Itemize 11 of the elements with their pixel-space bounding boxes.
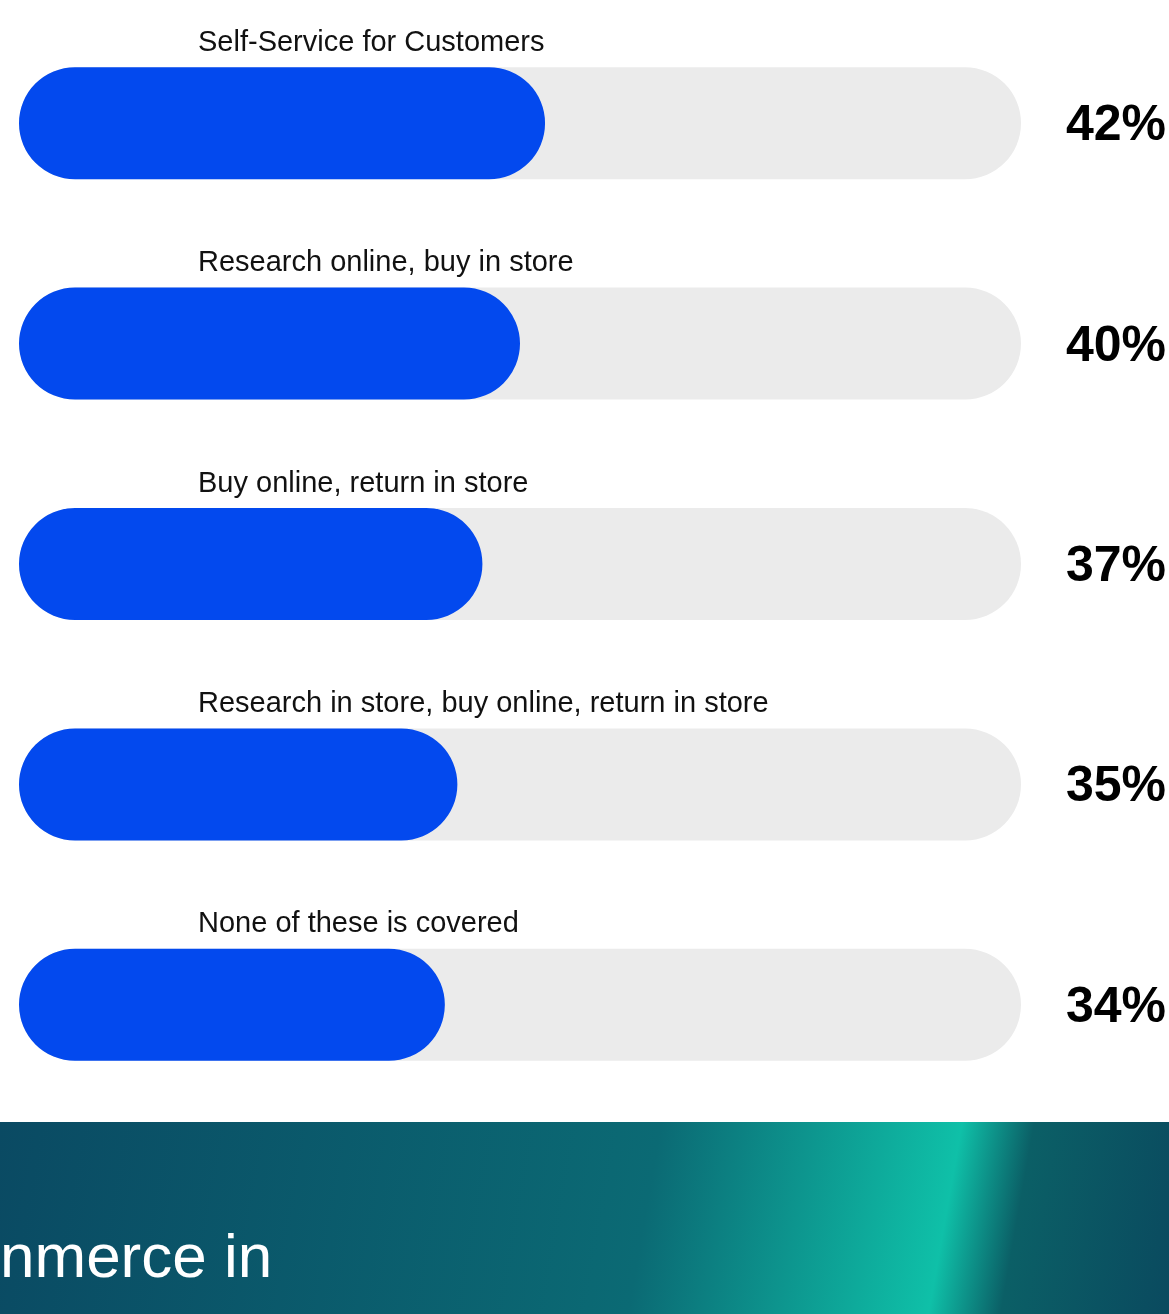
y-tick-label: Research in store, buy online, return in store xyxy=(198,685,769,718)
y-tick-label: Buy online, return in store xyxy=(198,465,529,498)
data-label: 40% xyxy=(1066,315,1167,372)
data-label: 35% xyxy=(1066,756,1167,813)
data-label: 42% xyxy=(1066,95,1167,152)
y-tick-label: Self-Service for Customers xyxy=(198,24,545,57)
y-tick-label: None of these is covered xyxy=(198,906,519,939)
y-tick-label: Research online, buy in store xyxy=(198,245,574,278)
data-label: 37% xyxy=(1066,536,1167,592)
banner-panel: nmerce in xyxy=(0,1122,1169,1314)
data-label: 34% xyxy=(1066,976,1167,1033)
